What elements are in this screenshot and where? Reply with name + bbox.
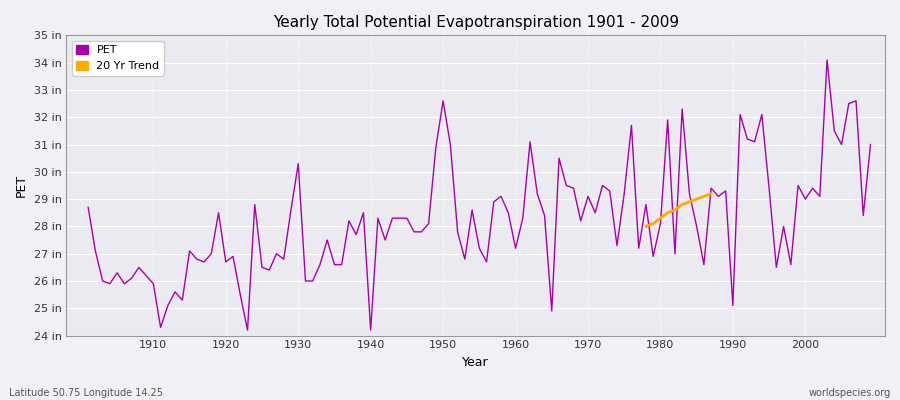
20 Yr Trend	[691, 197, 702, 202]
Text: worldspecies.org: worldspecies.org	[809, 388, 891, 398]
PET	[140, 273, 151, 278]
20 Yr Trend	[670, 208, 680, 212]
Title: Yearly Total Potential Evapotranspiration 1901 - 2009: Yearly Total Potential Evapotranspiratio…	[273, 15, 679, 30]
Line: 20 Yr Trend: 20 Yr Trend	[646, 194, 711, 226]
Legend: PET, 20 Yr Trend: PET, 20 Yr Trend	[72, 41, 164, 76]
X-axis label: Year: Year	[463, 356, 489, 369]
PET	[351, 232, 362, 237]
20 Yr Trend	[706, 191, 716, 196]
PET	[307, 278, 318, 283]
20 Yr Trend	[662, 210, 673, 215]
PET	[518, 216, 528, 221]
Y-axis label: PET: PET	[15, 174, 28, 197]
Text: Latitude 50.75 Longitude 14.25: Latitude 50.75 Longitude 14.25	[9, 388, 163, 398]
PET	[242, 328, 253, 332]
PET	[822, 58, 832, 62]
20 Yr Trend	[698, 194, 709, 199]
PET	[604, 188, 615, 193]
20 Yr Trend	[655, 216, 666, 221]
20 Yr Trend	[684, 200, 695, 204]
20 Yr Trend	[648, 221, 659, 226]
PET	[83, 205, 94, 210]
20 Yr Trend	[641, 224, 652, 229]
Line: PET: PET	[88, 60, 870, 330]
20 Yr Trend	[677, 202, 688, 207]
PET	[510, 246, 521, 251]
PET	[865, 142, 876, 147]
